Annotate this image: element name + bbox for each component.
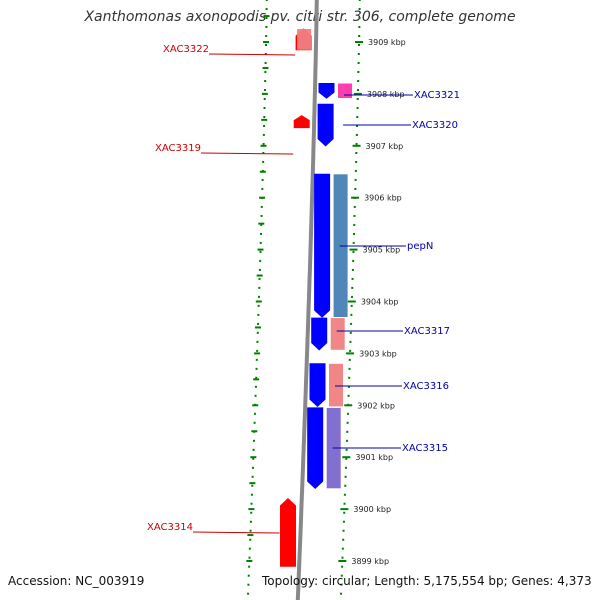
scale-tick-label: 3903 kbp (359, 349, 397, 358)
gene-label-xac3314[interactable]: XAC3314 (147, 522, 193, 533)
cog-bar-xac3321 (338, 83, 352, 98)
gene-label-xac3320[interactable]: XAC3320 (412, 120, 458, 131)
scale-tick-label: 3906 kbp (364, 194, 402, 203)
backbone-line (295, 0, 319, 600)
scale-tick-label: 3905 kbp (362, 246, 400, 255)
scale-tick-label: 3904 kbp (361, 298, 399, 307)
gene-arrow-xac3314[interactable] (280, 498, 296, 567)
gene-leader-line (192, 531, 280, 534)
gene-arrow-xac3319[interactable] (293, 115, 310, 129)
gene-label-pepn[interactable]: pepN (407, 241, 433, 252)
gene-arrow-pepn[interactable] (314, 173, 331, 318)
cog-bar-xac3316 (329, 363, 343, 407)
scale-tick-label: 3909 kbp (368, 38, 406, 47)
gene-arrow-xac3316[interactable] (309, 363, 326, 407)
accession-text: Accession: NC_003919 (8, 574, 145, 588)
gene-arrow-xac3315[interactable] (307, 407, 324, 489)
gene-label-xac3321[interactable]: XAC3321 (414, 90, 460, 101)
gene-leader-line (200, 152, 294, 155)
map-title: Xanthomonas axonopodis pv. citri str. 30… (84, 9, 516, 25)
scale-tick-label: 3900 kbp (353, 505, 391, 514)
scale-tick-label: 3902 kbp (357, 401, 395, 410)
gene-arrow-xac3321[interactable] (318, 83, 335, 99)
gene-label-xac3322[interactable]: XAC3322 (163, 44, 209, 55)
cog-bar-xac3322 (297, 29, 312, 50)
cog-bar-xac3317 (330, 318, 345, 350)
scale-tick-label: 3899 kbp (351, 557, 389, 566)
topology-summary: Topology: circular; Length: 5,175,554 bp… (262, 574, 592, 588)
gene-leader-line (208, 53, 296, 56)
scale-tick-label: 3907 kbp (366, 142, 404, 151)
gene-label-xac3319[interactable]: XAC3319 (155, 143, 201, 154)
gene-arrow-xac3320[interactable] (317, 103, 334, 147)
scale-tick-label: 3908 kbp (367, 90, 405, 99)
gene-label-xac3316[interactable]: XAC3316 (403, 381, 449, 392)
scale-tick-label: 3901 kbp (355, 453, 393, 462)
gene-label-xac3317[interactable]: XAC3317 (404, 326, 450, 337)
gene-arrow-xac3317[interactable] (311, 317, 328, 351)
gene-label-xac3315[interactable]: XAC3315 (402, 443, 448, 454)
